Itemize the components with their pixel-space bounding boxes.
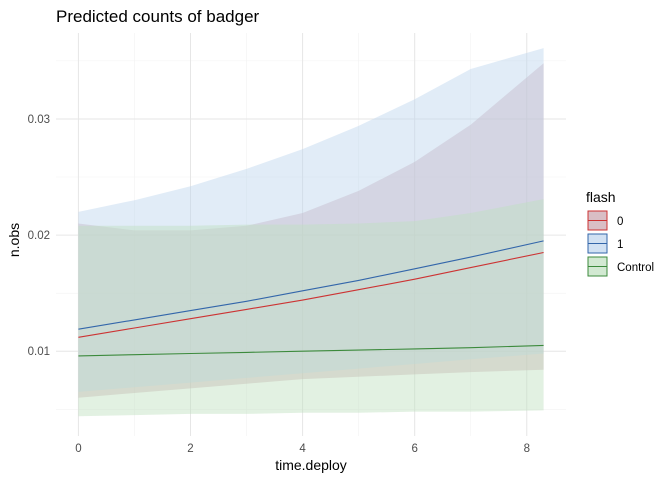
legend-label: 1 — [617, 239, 623, 251]
plot-panel — [56, 33, 566, 436]
y-axis-title: n.obs — [6, 223, 22, 257]
x-tick-label: 2 — [187, 443, 193, 455]
confidence-band-1 — [78, 48, 544, 392]
series-line-0 — [78, 251, 544, 338]
x-axis: 0 2 4 6 8 — [75, 443, 530, 455]
confidence-band-0 — [78, 63, 544, 398]
y-tick-label: 0.01 — [28, 346, 50, 358]
series-line-1 — [78, 240, 544, 330]
confidence-bands — [78, 48, 544, 417]
legend-item: 1 — [587, 233, 623, 254]
legend: flash 0 1 Control — [586, 189, 654, 277]
x-tick-label: 0 — [75, 443, 81, 455]
y-tick-label: 0.03 — [28, 114, 50, 126]
series-lines — [78, 240, 544, 357]
legend-label: 0 — [617, 216, 623, 228]
chart-title: Predicted counts of badger — [56, 7, 260, 26]
legend-item: 0 — [587, 210, 623, 231]
legend-title: flash — [586, 189, 616, 205]
y-tick-label: 0.02 — [28, 230, 50, 242]
confidence-band-control — [78, 199, 544, 417]
series-line-control — [78, 344, 544, 357]
x-tick-label: 4 — [299, 443, 306, 455]
legend-item: Control — [587, 256, 654, 277]
y-axis: 0.01 0.02 0.03 — [28, 114, 50, 358]
legend-label: Control — [617, 262, 654, 274]
legend-items: 0 1 Control — [587, 210, 654, 277]
x-tick-label: 8 — [524, 443, 530, 455]
x-tick-label: 6 — [411, 443, 417, 455]
x-axis-title: time.deploy — [275, 457, 347, 473]
